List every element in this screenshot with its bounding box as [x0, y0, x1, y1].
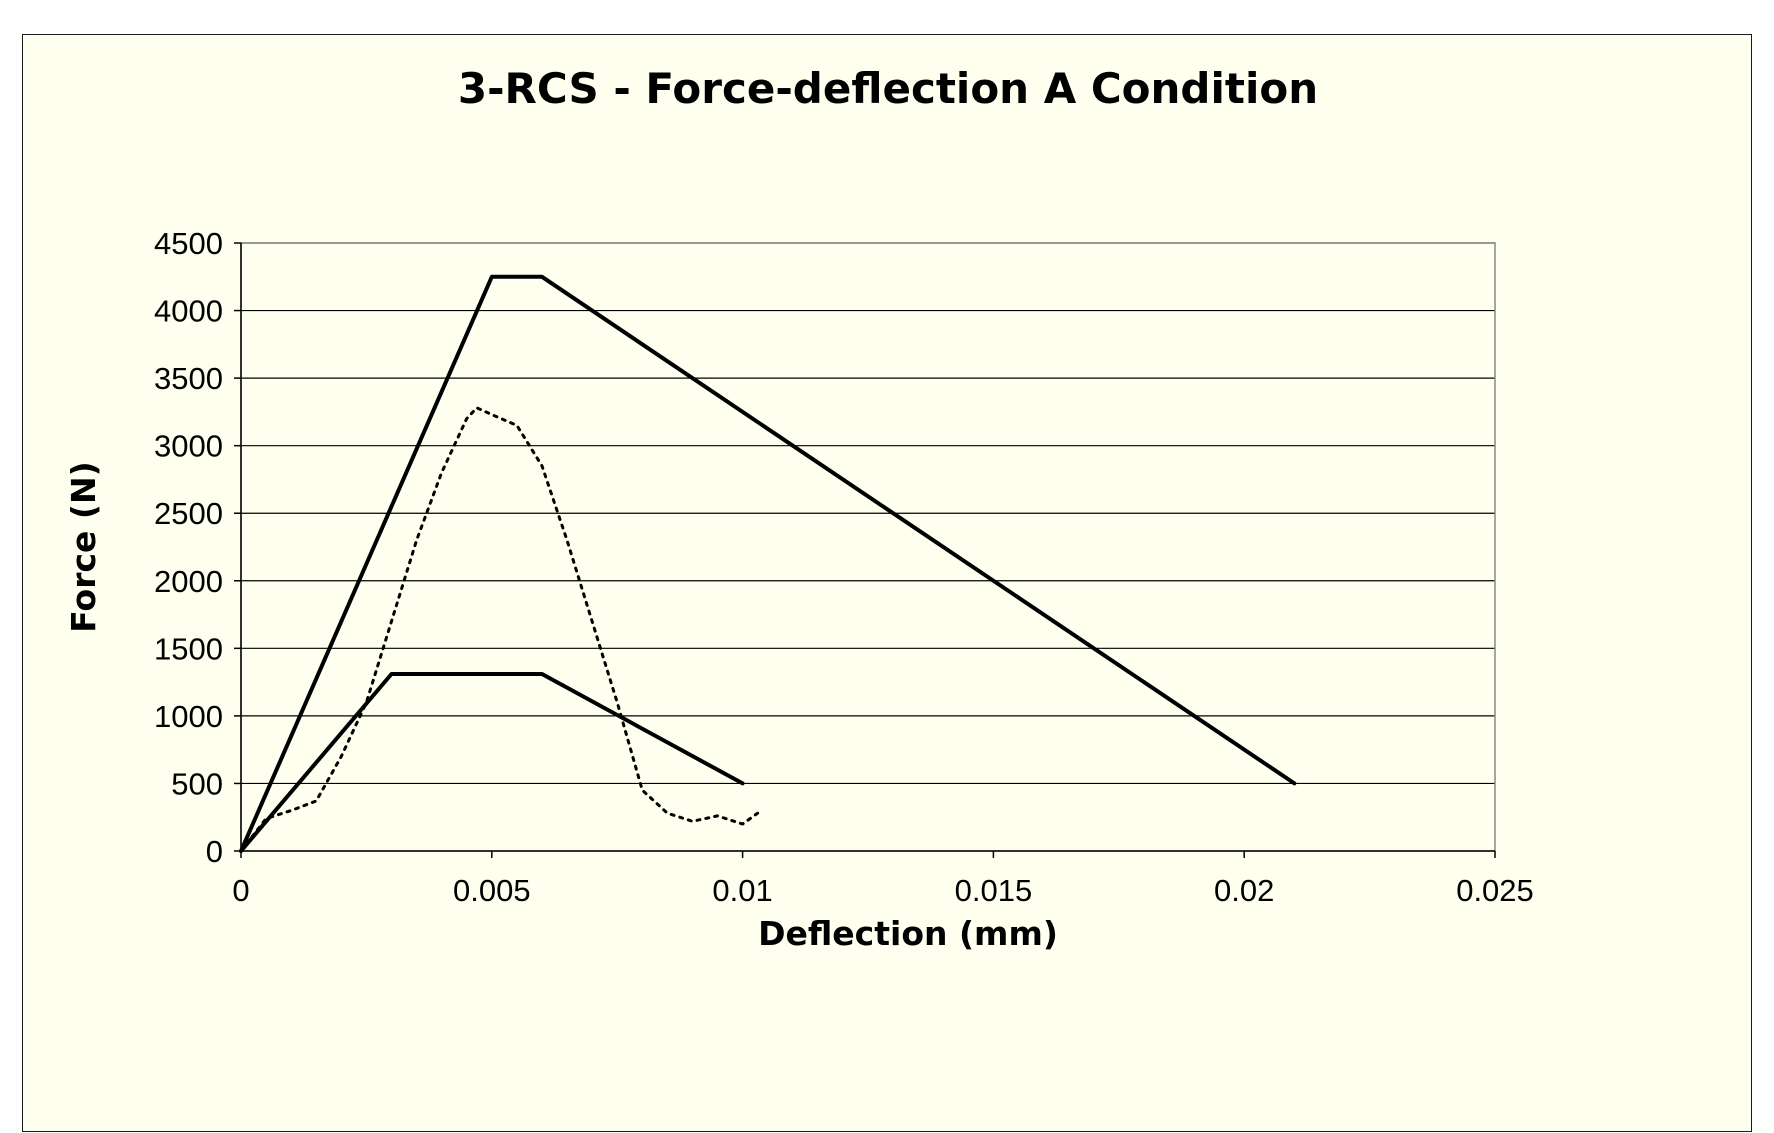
y-tick-labels: 0 500 1000 1500 2000 2500 3000 3500 4000 4500: [154, 226, 223, 869]
grid-lines: [241, 242, 1495, 785]
x-tick-label-4: 0.02: [1214, 873, 1274, 908]
x-tick-label-0: 0: [232, 873, 249, 908]
x-tick-label-3: 0.015: [955, 873, 1033, 908]
series-group: [239, 274, 1297, 853]
y-axis-title: Force (N): [64, 461, 103, 632]
axes: [234, 242, 1496, 858]
x-axis-title: Deflection (mm): [758, 914, 1058, 953]
chart-svg: 3-RCS - Force-deflection A Condition 0 0.…: [64, 64, 1534, 953]
x-tick-labels: 0 0.005 0.01 0.015 0.02 0.025: [232, 873, 1533, 908]
x-tick-label-5: 0.025: [1456, 873, 1534, 908]
y-tick-label-8: 4000: [154, 294, 223, 329]
y-tick-label-1: 500: [171, 766, 223, 801]
y-tick-label-0: 0: [206, 834, 223, 869]
chart-title: 3-RCS - Force-deflection A Condition: [458, 64, 1318, 113]
series-line-1: [239, 672, 745, 853]
y-tick-label-4: 2000: [154, 564, 223, 599]
series-line-2: [239, 406, 760, 853]
chart-frame: 3-RCS - Force-deflection A Condition 0 0.…: [22, 34, 1752, 1132]
y-tick-label-5: 2500: [154, 496, 223, 531]
y-tick-label-7: 3500: [154, 361, 223, 396]
series-line-0: [239, 274, 1297, 853]
x-tick-label-2: 0.01: [712, 873, 772, 908]
y-tick-label-2: 1000: [154, 699, 223, 734]
x-tick-label-1: 0.005: [453, 873, 531, 908]
y-tick-label-9: 4500: [154, 226, 223, 261]
y-tick-label-6: 3000: [154, 429, 223, 464]
plot-area: [240, 242, 1496, 852]
y-tick-label-3: 1500: [154, 631, 223, 666]
